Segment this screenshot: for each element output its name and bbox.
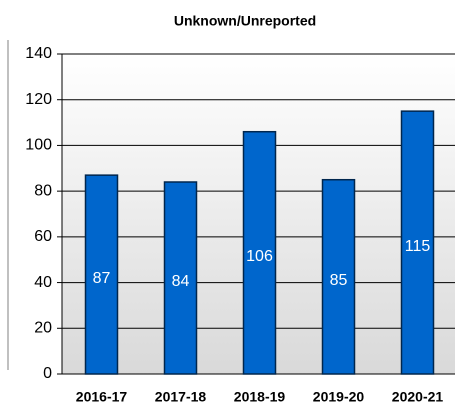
y-tick-label: 100 xyxy=(25,137,52,154)
bar xyxy=(242,130,277,375)
x-tick-label: 2016-17 xyxy=(76,389,128,405)
data-label: 106 xyxy=(246,248,273,265)
data-label: 115 xyxy=(405,238,431,255)
x-tick-label: 2017-18 xyxy=(155,389,207,405)
bar xyxy=(84,174,119,375)
data-label: 87 xyxy=(93,270,111,287)
y-tick-label: 140 xyxy=(25,45,52,62)
chart-title: Unknown/Unreported xyxy=(174,13,316,29)
y-tick-label: 80 xyxy=(34,182,52,199)
bar xyxy=(163,181,198,375)
y-tick-label: 0 xyxy=(43,365,52,382)
bar xyxy=(321,178,356,375)
y-tick-label: 120 xyxy=(25,91,52,108)
bar xyxy=(400,110,435,375)
x-tick-label: 2018-19 xyxy=(234,389,286,405)
data-label: 84 xyxy=(172,273,190,290)
y-tick-label: 20 xyxy=(34,320,52,337)
y-tick-label: 60 xyxy=(34,228,52,245)
y-tick-label: 40 xyxy=(34,274,52,291)
data-label: 85 xyxy=(330,272,348,289)
x-tick-label: 2020-21 xyxy=(392,389,444,405)
x-tick-label: 2019-20 xyxy=(313,389,365,405)
